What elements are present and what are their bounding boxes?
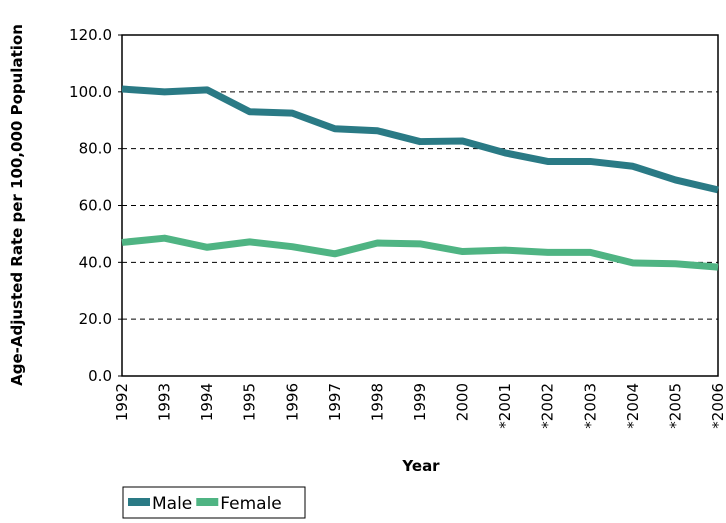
legend-swatch xyxy=(128,498,150,506)
x-tick-label: *2003 xyxy=(581,383,599,429)
legend: Male Female xyxy=(122,486,306,519)
x-tick-label: *2006 xyxy=(709,383,726,429)
legend-label: Female xyxy=(220,494,281,514)
x-tick-label: 1992 xyxy=(113,383,131,421)
y-axis-label: Age-Adjusted Rate per 100,000 Population xyxy=(8,24,26,386)
x-tick-label: 2000 xyxy=(454,383,472,421)
x-tick-label: *2001 xyxy=(496,383,514,429)
legend-swatch xyxy=(196,498,219,506)
x-tick-label: *2002 xyxy=(539,383,557,429)
line-series xyxy=(121,85,719,194)
y-tick-label: 0.0 xyxy=(88,367,112,385)
x-axis-label: Year xyxy=(401,457,440,475)
y-tick-label: 120.0 xyxy=(69,26,112,44)
y-tick-label: 60.0 xyxy=(79,197,112,215)
x-tick-label: 1995 xyxy=(241,383,259,421)
y-tick-label: 80.0 xyxy=(79,140,112,158)
x-tick-label: 1998 xyxy=(368,383,386,421)
y-tick-label: 20.0 xyxy=(79,310,112,328)
plot-frame xyxy=(121,34,719,377)
x-tick-label: 1997 xyxy=(326,383,344,421)
line-series xyxy=(121,234,719,271)
x-tick-label: 1993 xyxy=(156,383,174,421)
x-tick-label: 1999 xyxy=(411,383,429,421)
x-tick-label: *2005 xyxy=(666,383,684,429)
x-tick-label: 1996 xyxy=(283,383,301,421)
legend-label: Male xyxy=(152,494,192,514)
x-tick-label: 1994 xyxy=(198,383,216,421)
y-tick-label: 100.0 xyxy=(69,83,112,101)
x-tick-label: *2004 xyxy=(624,383,642,429)
y-tick-label: 40.0 xyxy=(79,253,112,271)
